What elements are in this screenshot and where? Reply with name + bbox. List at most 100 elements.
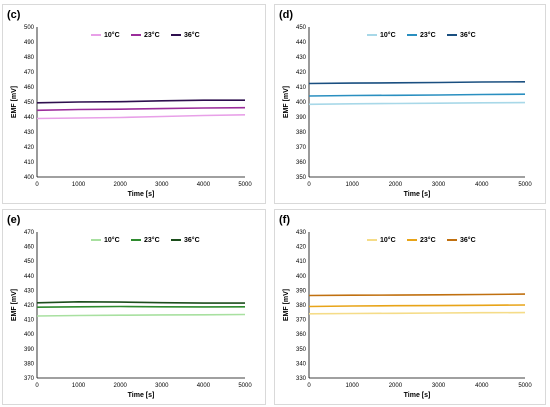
y-tick-label: 350 <box>296 175 307 181</box>
y-tick-label: 450 <box>296 25 307 31</box>
chart-panel-f: (f) 330 340 350 360 370 380 390 400 410 420 430 0 100… <box>274 209 546 405</box>
y-tick-label: 430 <box>296 55 307 61</box>
x-tick-label: 4000 <box>475 383 489 389</box>
y-tick-label: 380 <box>296 303 307 309</box>
x-tick-label: 3000 <box>155 182 169 188</box>
y-tick-label: 390 <box>24 347 35 353</box>
y-tick-label: 490 <box>24 40 35 46</box>
legend-label: 36°C <box>460 31 476 39</box>
y-tick-label: 380 <box>24 361 35 367</box>
x-tick-label: 0 <box>35 383 39 389</box>
series-line <box>308 93 526 97</box>
y-tick-label: 410 <box>296 259 307 265</box>
series-line <box>36 300 245 304</box>
chart-panel-d: (d) 350 360 370 380 390 400 410 420 430 440 450 0 100… <box>274 4 546 204</box>
y-tick-label: 500 <box>24 25 35 31</box>
series-line <box>308 293 526 297</box>
legend-label: 10°C <box>380 236 396 244</box>
chart-panel-e: (e) 370 380 390 400 410 420 430 440 450 460 470 0 100… <box>2 209 266 405</box>
y-axis-title: EMF [mV] <box>11 289 18 321</box>
legend-label: 10°C <box>380 31 396 39</box>
chart-svg: (f) 330 340 350 360 370 380 390 400 410 420 430 0 100… <box>279 214 532 399</box>
y-tick-label: 340 <box>296 361 307 367</box>
x-tick-label: 3000 <box>432 182 446 188</box>
x-tick-label: 1000 <box>346 383 360 389</box>
y-tick-label: 410 <box>24 318 35 324</box>
x-tick-label: 2000 <box>114 182 128 188</box>
y-tick-label: 400 <box>296 274 307 280</box>
y-tick-label: 380 <box>296 130 307 136</box>
y-tick-label: 360 <box>296 160 307 166</box>
series-line <box>36 305 246 308</box>
y-axis-title: EMF [mV] <box>11 86 18 118</box>
y-tick-label: 410 <box>24 160 35 166</box>
y-tick-label: 470 <box>24 70 35 76</box>
y-tick-label: 400 <box>296 100 307 106</box>
y-tick-label: 400 <box>24 175 35 181</box>
series-line <box>36 106 246 112</box>
chart-svg: (e) 370 380 390 400 410 420 430 440 450 460 470 0 100… <box>7 214 252 399</box>
y-tick-label: 470 <box>24 230 35 236</box>
legend-label: 23°C <box>420 236 436 244</box>
y-tick-label: 480 <box>24 55 35 61</box>
x-tick-label: 5000 <box>238 383 252 389</box>
y-tick-label: 430 <box>24 288 35 294</box>
x-tick-label: 1000 <box>346 182 360 188</box>
panel-label: (d) <box>279 9 293 21</box>
y-tick-label: 440 <box>24 274 35 280</box>
panel-label: (e) <box>7 214 21 226</box>
y-tick-label: 440 <box>296 40 307 46</box>
legend-label: 10°C <box>104 31 120 39</box>
legend-label: 36°C <box>184 236 200 244</box>
x-tick-label: 5000 <box>238 182 252 188</box>
y-tick-label: 460 <box>24 245 35 251</box>
legend-label: 23°C <box>144 236 160 244</box>
x-tick-label: 4000 <box>197 182 211 188</box>
x-tick-label: 0 <box>307 383 311 389</box>
series-line <box>308 81 526 85</box>
y-tick-label: 410 <box>296 85 307 91</box>
legend-label: 10°C <box>104 236 120 244</box>
y-tick-label: 390 <box>296 115 307 121</box>
y-tick-label: 420 <box>296 70 307 76</box>
y-tick-label: 370 <box>24 376 35 382</box>
x-tick-label: 2000 <box>389 182 403 188</box>
panel-label: (f) <box>279 214 290 226</box>
x-tick-label: 4000 <box>197 383 211 389</box>
series-line <box>308 311 526 315</box>
x-tick-label: 0 <box>307 182 311 188</box>
y-axis-title: EMF [mV] <box>283 289 290 321</box>
y-tick-label: 370 <box>296 145 307 151</box>
x-tick-label: 0 <box>35 182 39 188</box>
y-axis-title: EMF [mV] <box>283 86 290 118</box>
y-tick-label: 440 <box>24 115 35 121</box>
legend-label: 36°C <box>184 31 200 39</box>
legend-label: 36°C <box>460 236 476 244</box>
x-tick-label: 1000 <box>72 383 86 389</box>
y-tick-label: 430 <box>24 130 35 136</box>
x-tick-label: 2000 <box>114 383 128 389</box>
x-tick-label: 4000 <box>475 182 489 188</box>
series-line <box>36 99 245 104</box>
chart-panel-c: (c) 400 410 420 430 440 450 460 470 480 490 500 0 100… <box>2 4 266 204</box>
chart-svg: (d) 350 360 370 380 390 400 410 420 430 440 450 0 100… <box>279 9 532 198</box>
series-line <box>36 114 246 120</box>
legend-label: 23°C <box>144 31 160 39</box>
x-tick-label: 2000 <box>389 383 403 389</box>
x-axis-title: Time [s] <box>404 191 431 198</box>
y-tick-label: 430 <box>296 230 307 236</box>
x-tick-label: 3000 <box>155 383 169 389</box>
y-tick-label: 450 <box>24 100 35 106</box>
x-axis-title: Time [s] <box>128 191 155 198</box>
x-tick-label: 5000 <box>518 383 532 389</box>
y-tick-label: 420 <box>24 145 35 151</box>
x-tick-label: 1000 <box>72 182 86 188</box>
y-tick-label: 420 <box>296 245 307 251</box>
y-tick-label: 360 <box>296 332 307 338</box>
x-axis-title: Time [s] <box>404 392 431 399</box>
y-tick-label: 420 <box>24 303 35 309</box>
y-tick-label: 350 <box>296 347 307 353</box>
panel-label: (c) <box>7 9 21 21</box>
series-line <box>308 101 526 106</box>
